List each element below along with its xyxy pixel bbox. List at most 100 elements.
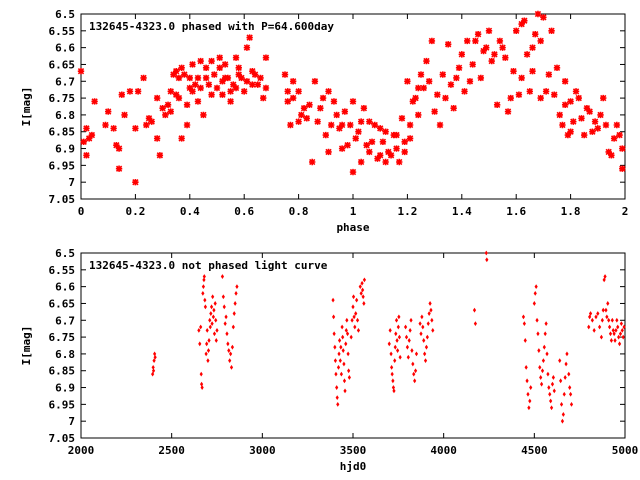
data-point — [610, 135, 618, 142]
data-point — [213, 301, 217, 306]
data-point — [434, 91, 441, 98]
y-tick-label: 7.05 — [49, 432, 76, 445]
data-point — [189, 88, 196, 95]
data-point — [151, 364, 155, 370]
data-point — [583, 104, 591, 112]
data-point — [404, 334, 409, 340]
data-point — [211, 294, 215, 300]
data-point — [83, 125, 90, 132]
y-tick-label: 6.8 — [55, 109, 75, 122]
data-point — [548, 27, 555, 35]
data-point — [572, 88, 580, 95]
data-point — [231, 324, 235, 330]
data-point — [608, 152, 615, 159]
x-tick-label: 1.2 — [397, 205, 417, 218]
data-point — [303, 115, 310, 122]
data-point — [102, 121, 109, 129]
data-point — [526, 391, 530, 397]
data-point — [126, 88, 134, 95]
data-point — [412, 371, 416, 377]
y-tick-label: 6.65 — [49, 58, 76, 71]
data-point — [415, 84, 422, 92]
data-point — [616, 324, 620, 330]
data-point — [337, 338, 342, 343]
data-point — [200, 111, 207, 119]
data-point — [257, 74, 264, 82]
data-point — [115, 165, 123, 172]
y-tick-label: 6.9 — [55, 382, 75, 395]
x-tick-label: 0 — [78, 205, 85, 218]
data-point — [431, 327, 435, 333]
data-point — [533, 290, 537, 296]
data-point — [183, 121, 191, 129]
phased-plot: 0 0.2 0.4 0.6 0.8 1 1.2 1.4 1.6 1.8 2 6.5 6.55 6.6 6.6… — [20, 8, 628, 234]
x-tick-label: 5000 — [612, 444, 639, 457]
data-point — [309, 158, 316, 166]
data-point — [220, 274, 225, 279]
data-point — [567, 371, 571, 377]
data-point — [203, 297, 207, 303]
data-point — [341, 334, 345, 340]
data-point — [613, 121, 621, 129]
data-point — [206, 358, 210, 364]
y-tick-label: 6.7 — [55, 75, 75, 88]
data-point — [426, 321, 430, 327]
data-point — [529, 67, 536, 75]
data-point — [199, 371, 203, 377]
data-point — [510, 67, 517, 75]
data-point — [232, 84, 240, 92]
data-point — [199, 324, 203, 330]
data-point — [612, 331, 616, 337]
data-point — [208, 317, 212, 323]
data-point — [524, 364, 528, 370]
data-point — [594, 125, 601, 132]
x-axis-title: hjd0 — [340, 460, 367, 473]
data-point — [421, 324, 425, 330]
x-tick-label: 4000 — [430, 444, 457, 457]
data-point — [567, 98, 574, 105]
data-point — [382, 158, 389, 166]
data-point — [518, 74, 525, 82]
data-point — [605, 148, 612, 156]
x-tick-label: 3000 — [249, 444, 276, 457]
data-point — [615, 317, 619, 323]
data-point — [262, 84, 270, 92]
data-point — [413, 368, 418, 374]
data-point — [423, 358, 428, 364]
data-point — [205, 81, 213, 88]
data-point — [366, 148, 373, 156]
data-point — [401, 148, 408, 156]
data-point — [202, 277, 206, 283]
data-point — [243, 78, 251, 85]
data-point — [480, 47, 487, 55]
data-point — [619, 145, 626, 152]
data-point — [298, 111, 305, 119]
data-point — [413, 378, 417, 384]
data-point — [355, 317, 360, 323]
data-point — [235, 284, 239, 290]
data-point — [425, 334, 429, 340]
data-point — [153, 351, 157, 357]
data-point — [353, 324, 357, 330]
data-point — [404, 78, 411, 85]
data-point — [565, 351, 569, 357]
data-point — [412, 94, 419, 102]
data-point — [226, 341, 230, 347]
data-point — [548, 391, 552, 397]
x-tick-label: 1.4 — [452, 205, 472, 218]
data-point — [424, 344, 429, 350]
data-point — [362, 277, 367, 283]
data-point — [207, 338, 211, 343]
data-point — [306, 101, 313, 109]
data-point — [189, 61, 196, 68]
data-point — [357, 118, 365, 125]
data-point — [345, 317, 349, 323]
data-point — [230, 344, 235, 350]
data-point — [110, 125, 117, 132]
data-point — [88, 131, 96, 139]
data-point — [534, 10, 542, 18]
data-point — [556, 111, 563, 119]
data-point — [561, 412, 565, 417]
plot-title: 132645-4323.0 not phased light curve — [89, 259, 328, 272]
data-point — [132, 178, 139, 186]
